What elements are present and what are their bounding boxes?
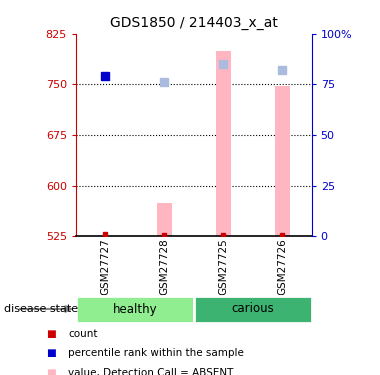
- Text: disease state: disease state: [4, 304, 78, 314]
- Text: GSM27726: GSM27726: [277, 238, 287, 295]
- Text: ■: ■: [46, 348, 55, 358]
- Text: GSM27727: GSM27727: [100, 238, 111, 295]
- Bar: [216, 51, 231, 236]
- Title: GDS1850 / 214403_x_at: GDS1850 / 214403_x_at: [110, 16, 278, 30]
- Text: ■: ■: [46, 368, 55, 375]
- Bar: [194, 296, 312, 322]
- Text: GSM27725: GSM27725: [218, 238, 228, 295]
- Text: value, Detection Call = ABSENT: value, Detection Call = ABSENT: [68, 368, 234, 375]
- Text: GSM27728: GSM27728: [159, 238, 169, 295]
- Text: count: count: [68, 329, 98, 339]
- Text: carious: carious: [231, 303, 274, 315]
- Bar: [157, 202, 172, 236]
- Text: percentile rank within the sample: percentile rank within the sample: [68, 348, 244, 358]
- Text: healthy: healthy: [112, 303, 157, 315]
- Bar: [275, 86, 290, 236]
- Text: ■: ■: [46, 329, 55, 339]
- Bar: [76, 296, 194, 322]
